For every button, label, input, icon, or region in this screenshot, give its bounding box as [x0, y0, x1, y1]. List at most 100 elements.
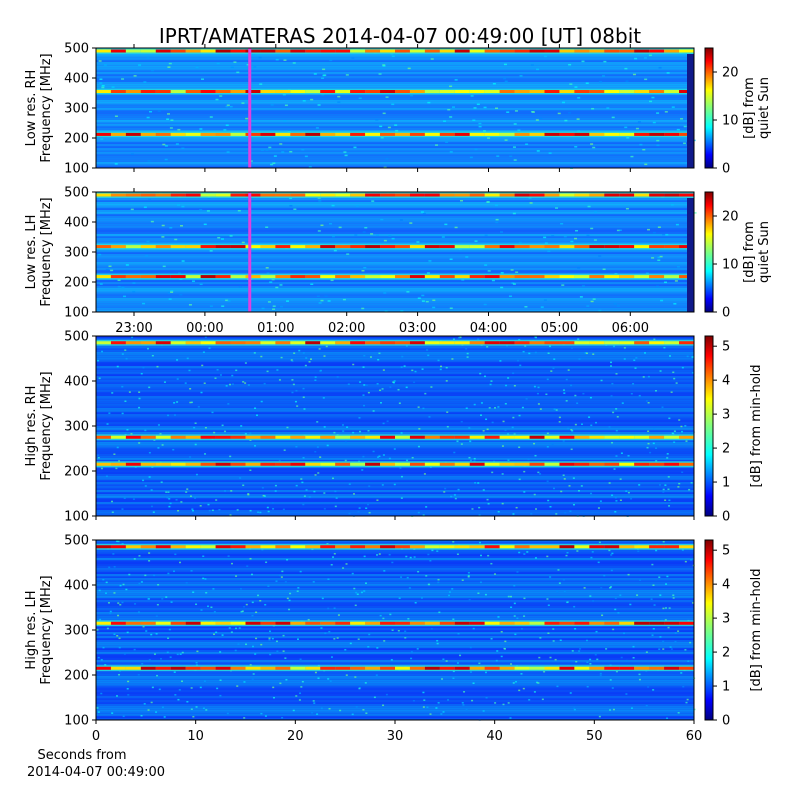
x-tick-label: 03:00 [399, 321, 436, 336]
spectrogram-speckle [354, 604, 357, 607]
band-segment [185, 275, 201, 279]
spectrogram-speckle [664, 619, 667, 621]
spectrogram-speckle [469, 646, 472, 649]
spectrogram-speckle [221, 305, 225, 307]
band-segment [200, 275, 216, 279]
spectrogram-speckle [548, 152, 552, 154]
spectrogram-speckle [322, 397, 325, 399]
band-segment [589, 462, 605, 466]
spectrogram-speckle [228, 627, 231, 629]
band-segment [544, 621, 560, 625]
spectrogram-speckle [510, 663, 513, 665]
spectrogram-speckle [148, 598, 151, 600]
spectrogram-row [96, 572, 694, 575]
spectrogram-speckle [667, 488, 670, 491]
band-segment [469, 275, 485, 279]
spectrogram-row [96, 430, 694, 433]
band-segment [320, 666, 336, 670]
spectrogram-row [96, 372, 694, 375]
spectrogram-speckle [188, 369, 191, 372]
spectrogram-speckle [371, 200, 375, 202]
spectrogram-speckle [655, 285, 659, 288]
spectrogram-speckle [195, 603, 198, 606]
spectrogram-speckle [358, 430, 361, 433]
spectrogram-speckle [437, 581, 440, 584]
spectrogram-speckle [632, 656, 635, 659]
spectrogram-row [96, 112, 694, 115]
band-segment [469, 462, 485, 466]
spectrogram-speckle [672, 371, 675, 374]
spectrogram-speckle [593, 239, 597, 241]
band-segment [96, 545, 111, 549]
band-segment [125, 666, 141, 670]
spectrogram-speckle [546, 432, 549, 435]
spectrogram-speckle [282, 634, 285, 637]
spectrogram-speckle [213, 611, 216, 613]
spectrogram-speckle [451, 588, 454, 590]
spectrogram-speckle [289, 204, 293, 207]
spectrogram-speckle [357, 511, 360, 513]
spectrogram-speckle [590, 424, 593, 427]
band-segment [619, 193, 635, 197]
spectrogram-speckle [665, 607, 668, 609]
spectrogram-speckle [503, 77, 507, 80]
spectrogram-speckle [547, 632, 550, 635]
spectrogram-speckle [546, 480, 549, 483]
spectrogram-speckle [586, 661, 589, 664]
band-segment [544, 341, 560, 345]
spectrogram-speckle [376, 456, 379, 458]
band-segment [604, 245, 620, 249]
spectrogram-speckle [682, 685, 685, 688]
spectrogram-speckle [346, 426, 349, 428]
spectrogram-speckle [206, 210, 210, 212]
band-segment [499, 666, 515, 670]
spectrogram-speckle [668, 417, 671, 420]
spectrogram-speckle [170, 291, 174, 293]
spectrogram-speckle [490, 380, 493, 382]
spectrogram-speckle [246, 565, 249, 567]
colorbar-label: [dB] from min-hold [749, 568, 764, 691]
band-segment [454, 666, 470, 670]
spectrogram-speckle [186, 488, 189, 490]
spectrogram-speckle [362, 709, 365, 711]
spectrogram-speckle [324, 632, 327, 635]
spectrogram-row [96, 232, 694, 235]
spectrogram-speckle [589, 396, 592, 399]
spectrogram-speckle [292, 383, 295, 386]
spectrogram-speckle [98, 60, 102, 62]
spectrogram-speckle [237, 643, 240, 645]
spectrogram-speckle [471, 699, 474, 702]
spectrogram-speckle [245, 643, 248, 646]
band-segment [514, 545, 530, 549]
spectrogram-speckle [410, 651, 413, 653]
spectrogram-speckle [358, 687, 361, 690]
spectrogram-speckle [638, 678, 641, 681]
spectrogram-row [96, 200, 694, 203]
spectrogram-speckle [423, 473, 426, 475]
spectrogram-row [96, 84, 694, 87]
band-segment [260, 435, 276, 439]
band-segment [305, 462, 321, 466]
spectrogram-speckle [165, 596, 168, 598]
spectrogram-speckle [235, 369, 238, 372]
spectrogram-speckle [116, 446, 119, 449]
band-segment [260, 245, 276, 249]
band-segment [484, 462, 500, 466]
spectrogram-speckle [278, 574, 281, 577]
band-segment [514, 435, 530, 439]
spectrogram-speckle [613, 468, 616, 470]
spectrogram-speckle [504, 429, 507, 431]
band-segment [140, 341, 156, 345]
spectrogram-speckle [286, 559, 289, 561]
spectrogram-row [96, 288, 694, 291]
spectrogram-speckle [167, 572, 170, 575]
spectrogram-speckle [99, 82, 103, 84]
spectrogram-speckle [454, 226, 458, 229]
band-segment [230, 341, 246, 345]
band-segment [604, 666, 620, 670]
spectrogram-row [96, 602, 694, 605]
band-segment [365, 275, 381, 279]
spectrogram-row [96, 356, 694, 359]
spectrogram-row [96, 542, 694, 545]
